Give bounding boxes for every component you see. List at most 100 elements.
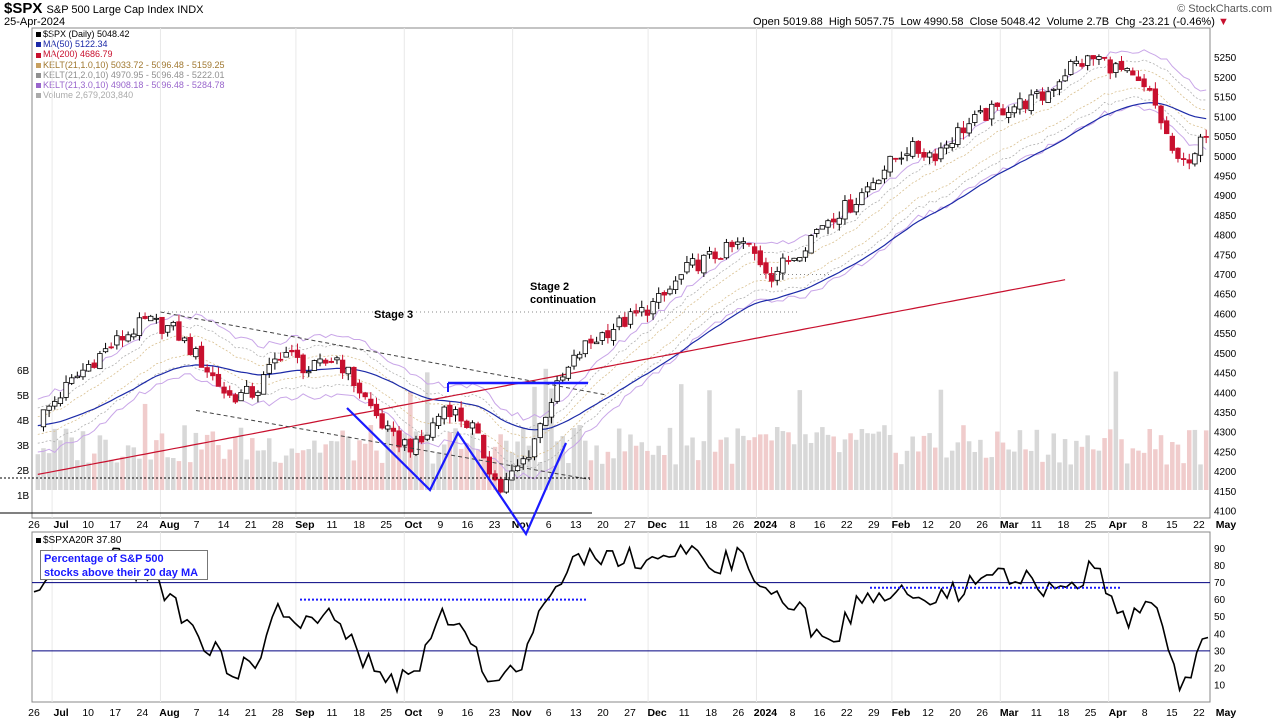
candle-body — [452, 409, 459, 416]
volume-bar — [41, 448, 46, 490]
volume-bar — [317, 452, 323, 490]
volume-bar — [695, 460, 701, 490]
legend-swatch — [36, 83, 41, 89]
candle-body — [904, 153, 910, 156]
x-tick-label: Dec — [647, 519, 666, 531]
x-tick-label: 23 — [489, 519, 501, 531]
volume-bar — [481, 445, 486, 490]
volume-bar — [899, 464, 904, 490]
candle-body — [385, 425, 391, 430]
volume-bar — [729, 463, 735, 490]
x-tick-label: Sep — [295, 519, 314, 531]
candle-body — [136, 317, 143, 336]
volume-bar — [458, 448, 464, 490]
volume-bar — [1119, 439, 1124, 490]
candle-body — [396, 430, 402, 448]
candle-body — [1135, 76, 1142, 82]
stage3-lower-trendline — [195, 409, 591, 480]
candle-body — [80, 369, 86, 378]
candle-body — [1096, 56, 1102, 60]
candle-body — [159, 316, 165, 334]
candle-body — [864, 186, 871, 193]
candle-body — [1192, 153, 1198, 165]
volume-bar — [791, 444, 797, 490]
candle-body — [571, 354, 577, 367]
x-tick-label: 25 — [380, 519, 392, 531]
candle-body — [1039, 91, 1046, 101]
volume-bar — [549, 388, 554, 490]
candle-body — [300, 354, 306, 374]
candle-body — [1169, 135, 1175, 151]
x-tick-label: 8 — [790, 707, 796, 719]
volume-bar — [1017, 430, 1023, 490]
x-tick-label: 12 — [922, 707, 934, 719]
x-tick-label: 20 — [597, 707, 609, 719]
candle-body — [989, 103, 995, 120]
candle-body — [876, 179, 882, 185]
volume-bar — [187, 462, 193, 490]
candle-body — [345, 366, 351, 375]
candle-body — [695, 259, 701, 272]
price-tick-label: 4100 — [1214, 507, 1237, 518]
candle-body — [1005, 112, 1012, 118]
candle-body — [204, 367, 210, 373]
candle-body — [289, 349, 295, 353]
candle-body — [757, 250, 763, 266]
volume-bar — [453, 428, 458, 490]
candle-body — [215, 373, 222, 387]
candle-body — [497, 478, 504, 493]
candle-body — [622, 316, 628, 327]
volume-bar — [244, 459, 249, 490]
price-tick-label: 5250 — [1214, 53, 1237, 64]
volume-bar — [797, 390, 803, 490]
volume-bar — [1107, 429, 1113, 490]
price-tick-label: 4200 — [1214, 467, 1237, 478]
candle-body — [339, 359, 346, 374]
candle-body — [859, 192, 865, 206]
volume-bar — [131, 447, 137, 490]
x-tick-label: 26 — [976, 707, 988, 719]
candle-body — [181, 337, 188, 342]
volume-bar — [966, 441, 972, 490]
volume-bar — [746, 440, 752, 490]
volume-bar — [611, 458, 616, 490]
candle-body — [368, 398, 374, 407]
candle-body — [1101, 56, 1108, 59]
volume-bar — [210, 431, 216, 490]
breadth-tick-label: 30 — [1214, 646, 1226, 657]
candle-body — [983, 108, 989, 121]
legend-swatch — [36, 62, 41, 68]
volume-bar — [137, 458, 142, 490]
price-tick-label: 4650 — [1214, 290, 1237, 301]
candle-body — [198, 345, 205, 368]
x-tick-label: 25 — [1085, 519, 1097, 531]
candle-body — [351, 366, 357, 387]
volume-bar — [633, 445, 639, 490]
volume-bar — [1170, 442, 1175, 490]
volume-bar — [588, 460, 594, 490]
volume-bar — [938, 389, 944, 490]
keltner-lower-band — [37, 104, 1207, 480]
candle-body — [650, 301, 656, 315]
volume-bar — [63, 428, 69, 490]
x-tick-label: 11 — [327, 519, 338, 531]
price-tick-label: 5200 — [1214, 73, 1237, 84]
candle-body — [458, 407, 464, 422]
candle-body — [435, 415, 442, 427]
candle-body — [119, 336, 126, 341]
volume-bar — [622, 451, 628, 490]
candle-body — [893, 157, 899, 160]
volume-bar — [362, 443, 368, 490]
volume-bar — [125, 445, 131, 490]
x-tick-label: 20 — [949, 519, 961, 531]
volume-bar — [752, 437, 757, 490]
x-tick-label: 11 — [679, 707, 690, 719]
candle-body — [667, 288, 673, 295]
legend-item: Volume 2,679,203,840 — [36, 90, 133, 100]
candle-body — [57, 397, 64, 405]
volume-bar — [204, 434, 210, 490]
x-tick-label: 15 — [1166, 519, 1178, 531]
candle-body — [260, 374, 267, 395]
candle-body — [842, 200, 848, 220]
volume-bar — [803, 434, 808, 490]
